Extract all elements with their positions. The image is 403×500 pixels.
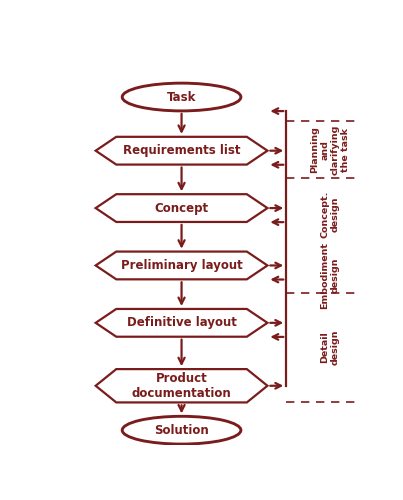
Text: Embodiment
design: Embodiment design [320,242,340,309]
Text: Product
documentation: Product documentation [132,372,231,400]
Text: Preliminary layout: Preliminary layout [120,259,243,272]
Text: Detail
design: Detail design [320,329,340,364]
Text: Planning
and
clarifying
the task: Planning and clarifying the task [310,124,350,175]
Text: Concept: Concept [154,202,209,214]
Text: Requirements list: Requirements list [123,144,240,157]
Text: Definitive layout: Definitive layout [127,316,237,330]
Text: Task: Task [167,90,196,104]
Text: Solution: Solution [154,424,209,436]
Text: Concept.
design: Concept. design [320,190,340,238]
